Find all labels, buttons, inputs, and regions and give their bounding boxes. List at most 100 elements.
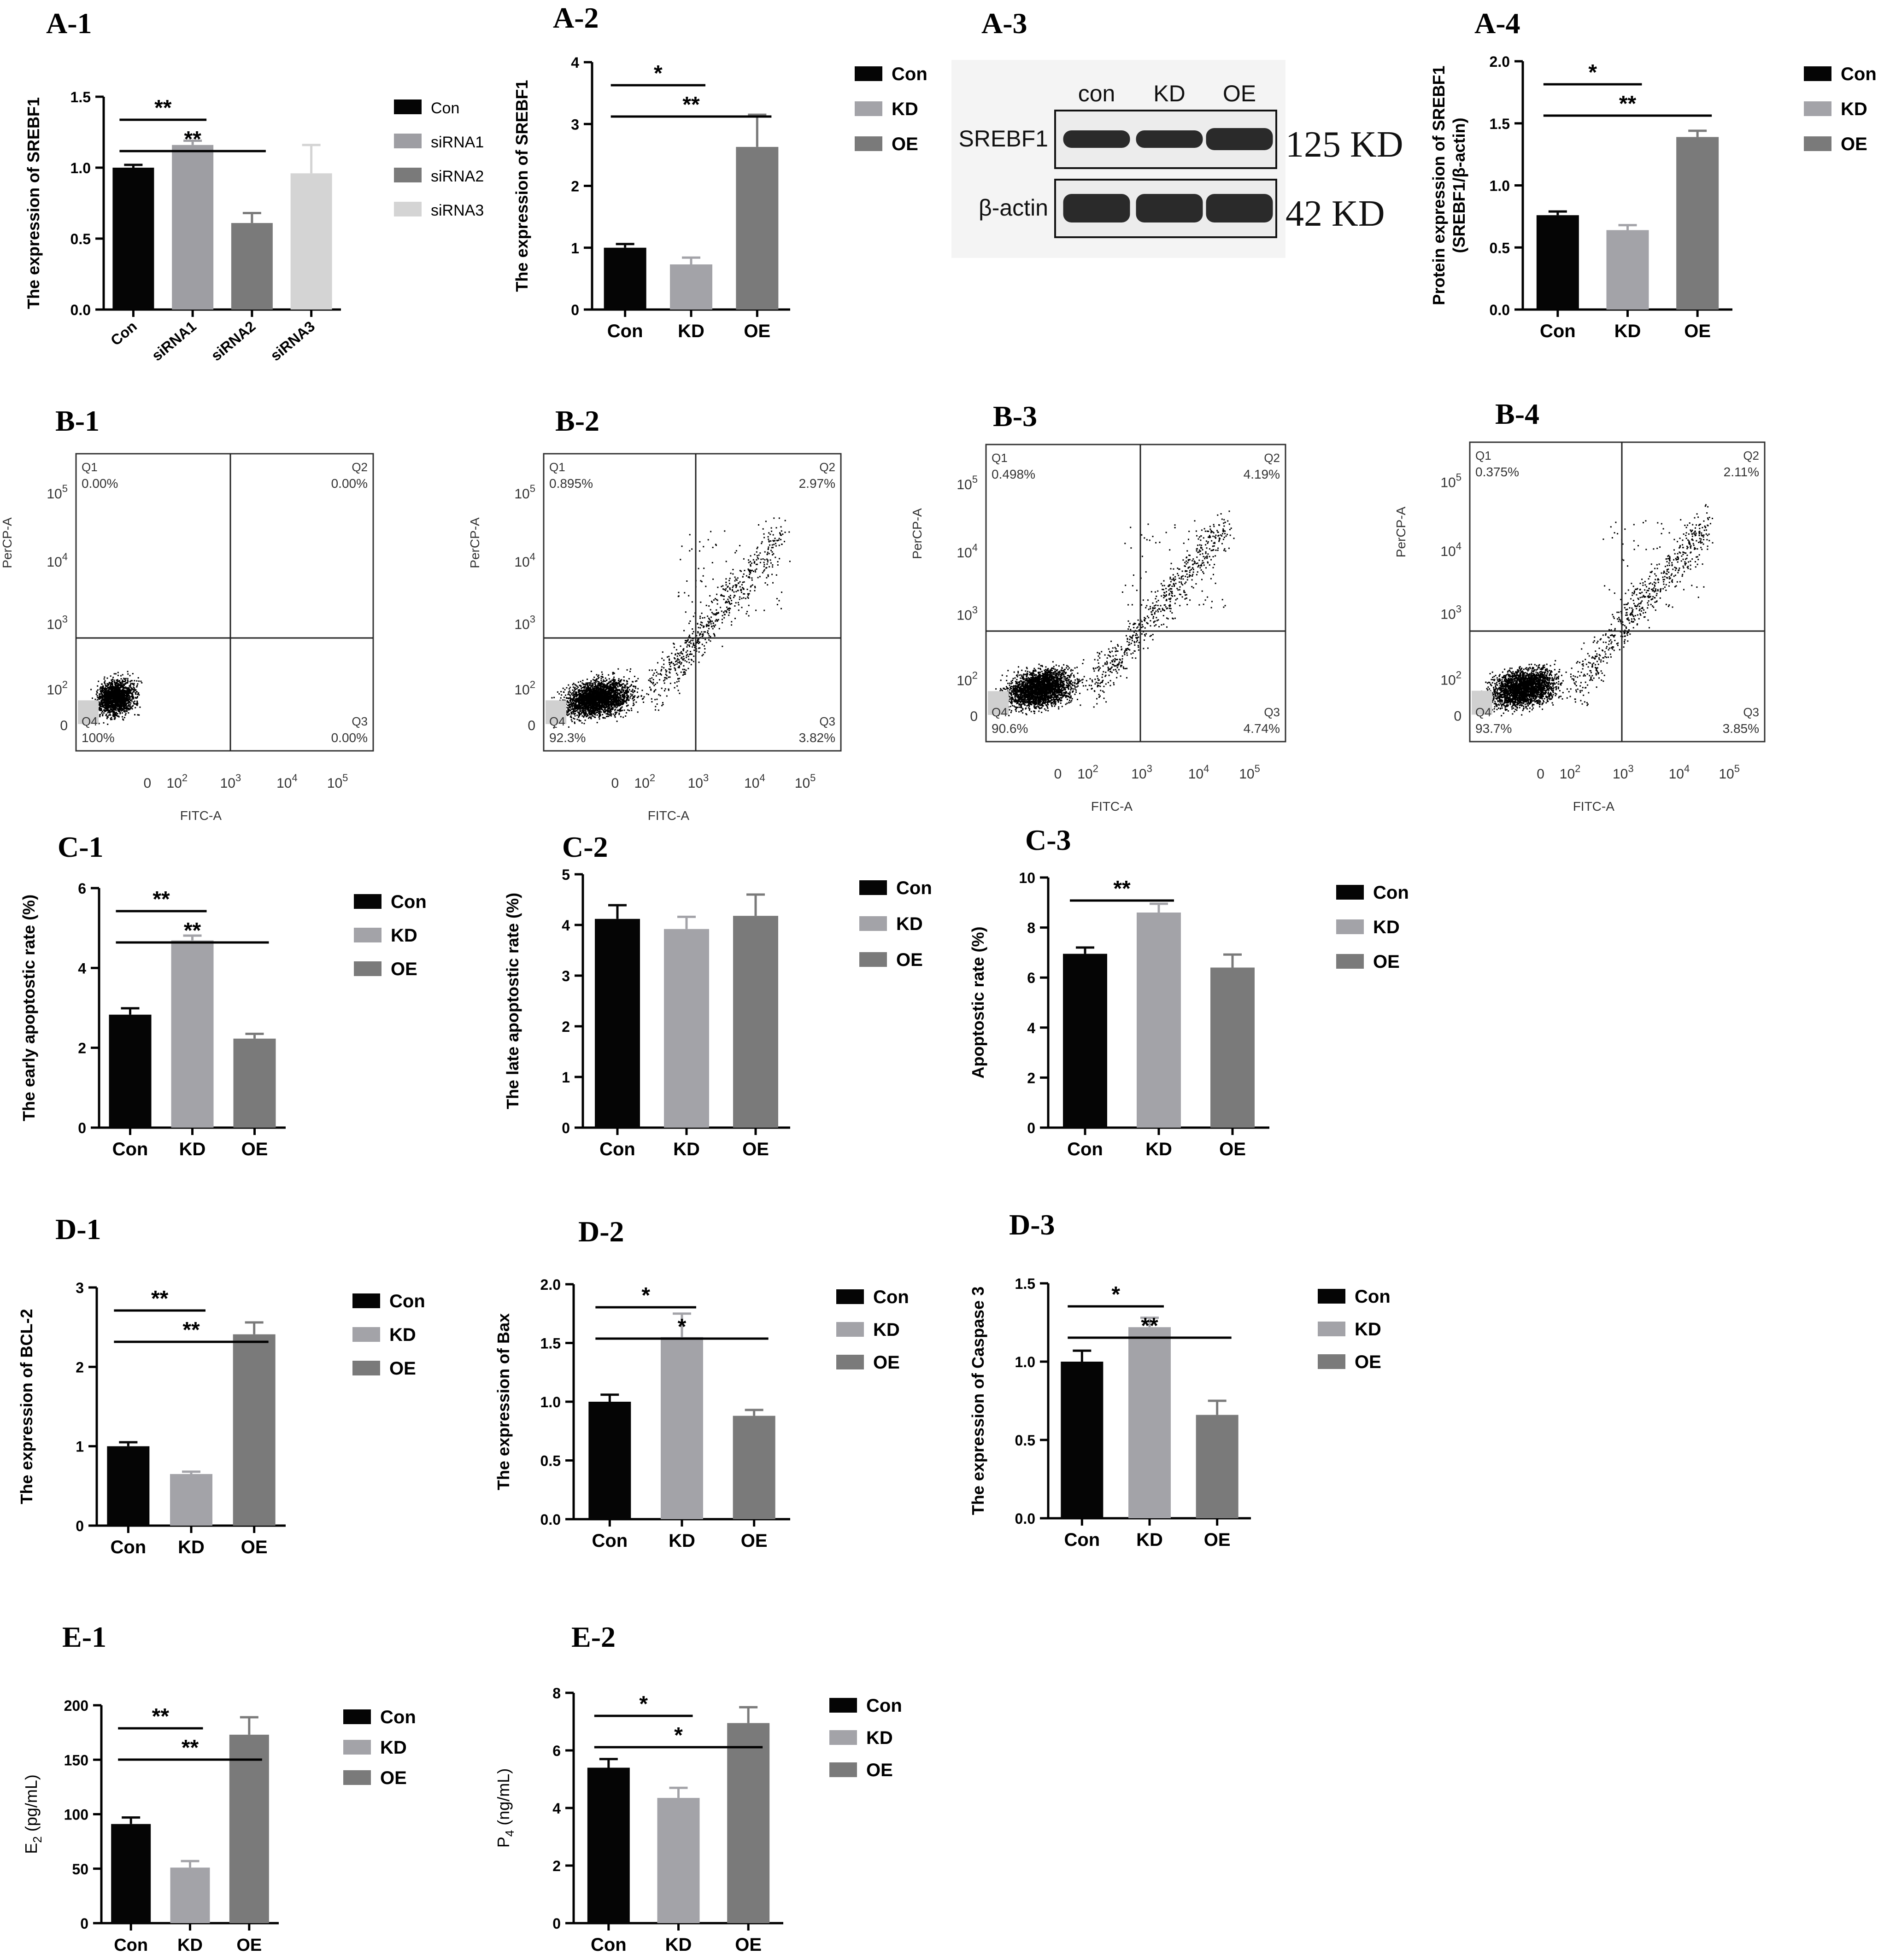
tick-label: 102 [1077,763,1098,782]
legend-swatch [836,1355,864,1369]
tick-label: 0 [1454,709,1462,724]
legend-label: Con [380,1707,416,1727]
tick-label: 104 [957,542,978,561]
y-tick-label: 0 [76,1518,84,1534]
legend-label: Con [1373,883,1409,903]
legend-swatch [354,928,382,942]
bar-oe [727,1723,770,1923]
x-tick-label: KD [1145,1139,1172,1159]
panel-label-d-1: D-1 [55,1213,101,1246]
x-axis-label: FITC-A [648,808,690,823]
bar-kd [170,1867,210,1923]
y-tick-label: 1 [571,240,579,257]
quadrant-name: Q3 [819,714,835,728]
panel-label-a-4: A-4 [1474,7,1520,40]
quadrant-name: Q2 [1743,449,1759,462]
tick-label: 104 [276,772,298,791]
blot-band [1136,194,1203,222]
y-axis-label: PerCP-A [0,517,14,568]
bar-con [587,1767,630,1923]
western-blot-a3: con KD OE SREBF1 125 KD β-actin 42 KD [951,60,1403,258]
y-axis-label: The late apoptostic rate (%) [503,893,522,1109]
flow-events [1479,504,1714,717]
panel-label-b-2: B-2 [555,404,599,437]
panel-label-c-3: C-3 [1025,824,1071,856]
lane-label: OE [1223,81,1256,106]
y-tick-label: 1.0 [70,160,91,176]
significance-label: * [639,1692,648,1716]
y-tick-label: 4 [571,54,579,71]
y-tick-label: 50 [72,1861,88,1878]
y-tick-label: 0 [552,1915,561,1932]
y-tick-label: 200 [64,1697,88,1714]
panel-label-a-2: A-2 [553,1,599,34]
y-tick-label: 0.0 [70,302,91,318]
legend-swatch [1318,1322,1345,1336]
panel-label-a-1: A-1 [46,7,92,40]
legend-swatch [859,880,887,895]
significance-label: ** [1113,877,1131,901]
lane-label: KD [1153,81,1185,106]
x-tick-label: Con [592,1531,628,1551]
bar-con [1063,954,1107,1128]
significance-label: ** [682,93,700,117]
legend-label: OE [866,1760,893,1780]
chart-c-3: 0 2 4 6 8 10 Con KD OE Apoptostic rate (%) ** Con KD… [968,870,1409,1159]
y-tick-label: 4 [78,960,86,977]
y-tick-label: 1.0 [1490,178,1510,194]
y-tick-label: 1.5 [1490,116,1510,132]
y-axis-label: The expression of Caspase 3 [968,1287,987,1515]
panel-label-d-2: D-2 [578,1215,624,1248]
legend: Con KD OE [855,64,927,154]
quadrant-name: Q1 [549,460,565,474]
quadrant-value: 0.895% [549,476,593,491]
blot-band [1063,130,1130,148]
blot-band [1206,194,1273,222]
y-tick-label: 0.0 [540,1511,561,1528]
chart-d-1: 0 1 2 3 Con KD OE The expression of BCL-2 ** ** Co… [17,1280,425,1557]
significance-label: * [678,1315,687,1339]
y-tick-label: 2 [562,1018,570,1035]
legend-label: siRNA1 [431,134,484,151]
y-tick-label: 3 [571,116,579,133]
legend-swatch [352,1293,380,1308]
quadrant-value: 0.498% [992,467,1035,481]
tick-label: 0 [970,709,978,724]
bar-oe [1210,967,1255,1128]
significance-label: ** [182,1318,200,1342]
y-tick-label: 0.5 [540,1453,561,1469]
y-axis-label: The expression of Bax [494,1313,513,1490]
legend-swatch [1804,136,1831,151]
tick-label: 0 [143,776,151,791]
event-dots [551,517,791,729]
legend-swatch [829,1762,857,1777]
y-axis-label: The early apoptostic rate (%) [19,895,38,1121]
y-tick-label: 1 [76,1439,84,1455]
y-axis-label: The expression of BCL-2 [17,1309,36,1504]
significance-label: ** [184,919,201,943]
y-tick-label: 0.5 [1490,240,1510,256]
quadrant-value: 93.7% [1475,721,1512,736]
bar-oe [733,1416,775,1519]
x-tick-label: Con [110,1537,146,1557]
bar-con [595,919,640,1128]
y-tick-label: 0.5 [1015,1432,1035,1449]
tick-label: 103 [1440,603,1462,622]
legend-swatch [1318,1289,1345,1304]
quadrant-value: 0.00% [82,476,118,491]
significance-label: * [1111,1282,1120,1307]
bar-sirna1 [172,145,214,310]
quadrant-value: 3.85% [1723,721,1759,736]
x-tick-label: OE [236,1936,262,1955]
y-tick-label: 0.0 [1490,302,1510,318]
legend-label: siRNA3 [431,202,484,219]
tick-label: 102 [634,772,655,791]
significance-label: ** [1141,1314,1158,1338]
x-axis-label: FITC-A [1573,799,1615,813]
significance-label: ** [153,887,170,912]
legend-swatch [1336,919,1364,934]
event-dots [88,671,143,725]
bar-kd [661,1337,703,1519]
chart-c-2: 0 1 2 3 4 5 Con KD OE The late apoptostic rate (%… [503,866,932,1159]
y-tick-label: 0 [78,1120,86,1136]
